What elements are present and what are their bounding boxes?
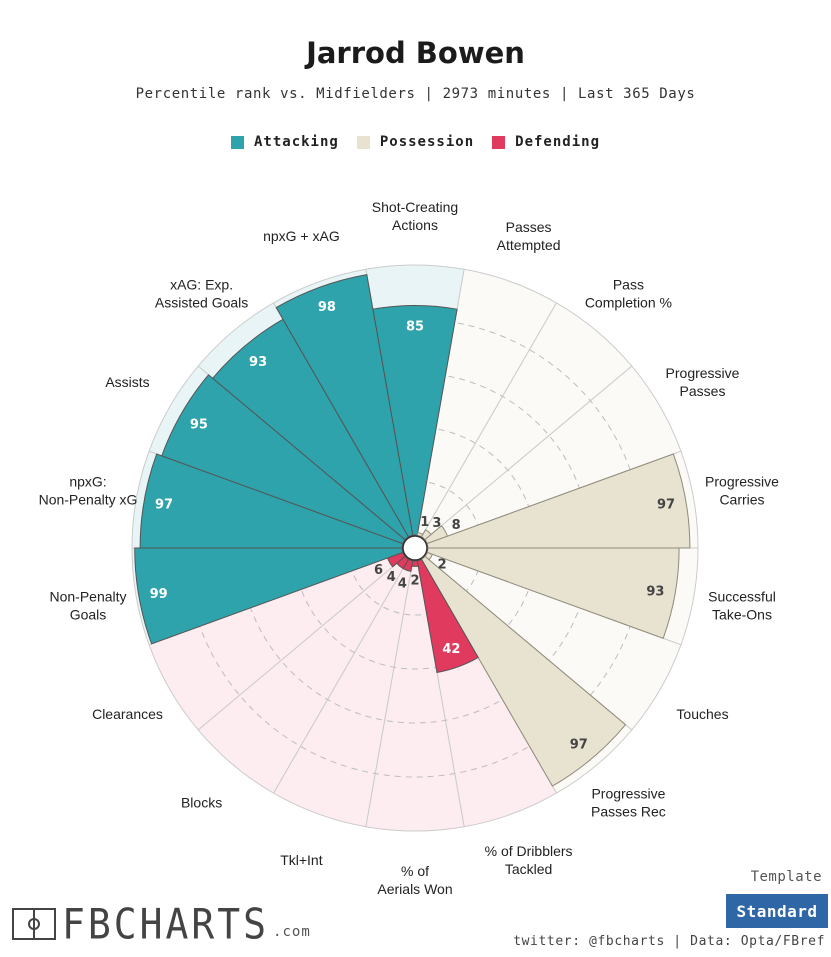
bar-successful-take-ons bbox=[426, 547, 680, 639]
axis-label-progressive-passes-rec: Progressive Passes Rec bbox=[591, 785, 666, 819]
axis-label-xag-exp-assisted-goals: xAG: Exp. Assisted Goals bbox=[155, 277, 248, 311]
value-label-progressive-passes-rec: 97 bbox=[570, 737, 588, 752]
value-label-xag-exp-assisted-goals: 93 bbox=[249, 355, 267, 370]
template-button[interactable]: Standard bbox=[726, 894, 828, 928]
value-label-touches: 2 bbox=[438, 558, 447, 573]
chart-subtitle: Percentile rank vs. Midfielders | 2973 m… bbox=[135, 86, 696, 102]
value-label-progressive-passes: 8 bbox=[452, 518, 461, 533]
legend-label-attacking: Attacking bbox=[253, 134, 339, 150]
axis-label-progressive-passes: Progressive Passes bbox=[666, 365, 740, 399]
axis-label-of-aerials-won: % of Aerials Won bbox=[377, 863, 452, 897]
value-label-pass-completion: 3 bbox=[432, 516, 441, 531]
legend-swatch-attacking bbox=[230, 135, 244, 149]
legend: Attacking Possession Defending bbox=[0, 134, 831, 150]
value-label-clearances: 6 bbox=[374, 563, 383, 578]
bar-shot-creating-actions bbox=[372, 305, 458, 536]
legend-label-defending: Defending bbox=[515, 134, 600, 150]
bar-npxg-xag bbox=[275, 274, 414, 538]
legend-swatch-possession bbox=[356, 135, 370, 149]
bar-assists bbox=[161, 374, 406, 545]
value-label-npxg-non-penalty-xg: 97 bbox=[155, 498, 173, 513]
value-label-of-dribblers-tackled: 42 bbox=[442, 642, 460, 657]
axis-label-of-dribblers-tackled: % of Dribblers Tackled bbox=[485, 843, 573, 877]
legend-item-attacking: Attacking bbox=[230, 134, 339, 150]
bar-progressive-passes-rec bbox=[420, 555, 627, 787]
axis-label-blocks: Blocks bbox=[181, 794, 222, 810]
axis-label-assists: Assists bbox=[105, 374, 149, 390]
bar-npxg-non-penalty-xg bbox=[139, 453, 404, 549]
pitch-icon bbox=[12, 908, 56, 940]
value-label-npxg-xag: 98 bbox=[318, 300, 336, 315]
axis-label-non-penalty-goals: Non-Penalty Goals bbox=[49, 589, 126, 623]
logo-text: FBCHARTS bbox=[62, 899, 270, 949]
value-label-shot-creating-actions: 85 bbox=[406, 320, 424, 335]
axis-label-shot-creating-actions: Shot-Creating Actions bbox=[372, 199, 458, 233]
data-credit: twitter: @fbcharts | Data: Opta/FBref bbox=[513, 934, 825, 949]
bar-progressive-carries bbox=[426, 453, 691, 549]
value-label-of-aerials-won: 2 bbox=[410, 573, 419, 588]
legend-item-possession: Possession bbox=[356, 134, 475, 150]
center-hub bbox=[402, 535, 428, 561]
bar-non-penalty-goals bbox=[134, 547, 404, 645]
bar-of-dribblers-tackled bbox=[416, 558, 479, 674]
axis-label-npxg-non-penalty-xg: npxG: Non-Penalty xG bbox=[39, 473, 138, 507]
axis-label-progressive-carries: Progressive Carries bbox=[705, 473, 779, 507]
fbcharts-logo: FBCHARTS .com bbox=[12, 899, 311, 949]
value-label-tkl-int: 4 bbox=[398, 577, 407, 592]
value-label-passes-attempted: 1 bbox=[420, 515, 429, 530]
axis-label-npxg-xag: npxG + xAG bbox=[263, 228, 340, 244]
axis-label-passes-attempted: Passes Attempted bbox=[497, 219, 561, 253]
value-label-non-penalty-goals: 99 bbox=[150, 587, 168, 602]
legend-label-possession: Possession bbox=[379, 134, 475, 150]
value-label-progressive-carries: 97 bbox=[657, 498, 675, 513]
axis-label-tkl-int: Tkl+Int bbox=[280, 852, 323, 868]
legend-item-defending: Defending bbox=[492, 134, 600, 150]
chart-title: Jarrod Bowen bbox=[306, 36, 525, 70]
axis-label-clearances: Clearances bbox=[92, 706, 163, 722]
axis-label-pass-completion: Pass Completion % bbox=[585, 277, 672, 311]
value-label-successful-take-ons: 93 bbox=[646, 584, 664, 599]
template-label: Template bbox=[750, 869, 822, 885]
axis-label-touches: Touches bbox=[676, 706, 728, 722]
axis-label-successful-take-ons: Successful Take-Ons bbox=[708, 589, 776, 623]
value-label-assists: 95 bbox=[190, 417, 208, 432]
value-label-blocks: 4 bbox=[387, 570, 396, 585]
logo-suffix: .com bbox=[273, 924, 311, 940]
legend-swatch-defending bbox=[492, 135, 506, 149]
